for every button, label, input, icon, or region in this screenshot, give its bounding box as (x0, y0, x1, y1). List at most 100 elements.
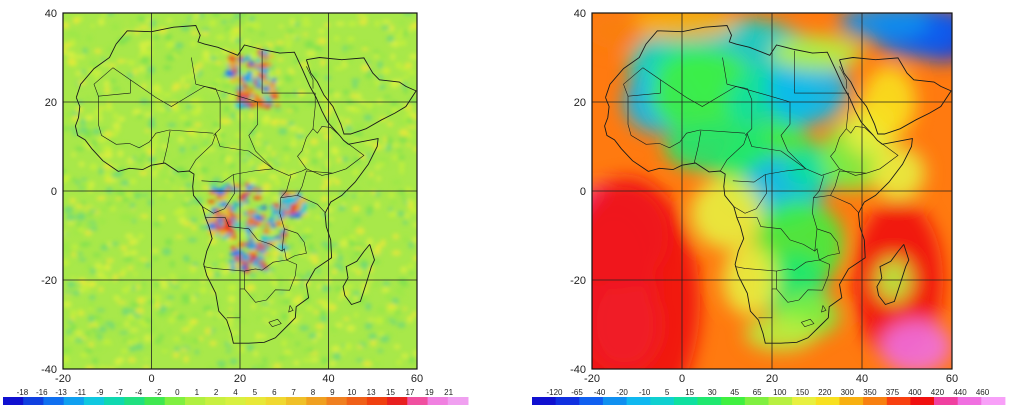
colorbar-swatch (886, 397, 911, 405)
map-frame (62, 12, 418, 370)
country-border (813, 170, 867, 198)
colorbar-label: 9 (330, 388, 335, 397)
colorbar-swatch (83, 397, 105, 405)
colorbar-label: 13 (367, 388, 376, 397)
country-border (830, 128, 899, 176)
colorbar-label: 420 (931, 388, 945, 397)
country-border (830, 195, 859, 213)
colorbar-swatch (957, 397, 982, 405)
colorbar-label: -9 (96, 388, 104, 397)
country-border (268, 318, 282, 328)
colorbar-label: 19 (425, 388, 434, 397)
country-border (733, 174, 767, 214)
country-border (735, 259, 820, 272)
country-border (288, 305, 294, 313)
country-border (195, 83, 307, 176)
y-tick-label: 0 (580, 186, 586, 198)
y-tick-label: -40 (570, 364, 586, 376)
country-border (722, 57, 728, 85)
country-border (312, 93, 340, 136)
colorbar-swatch (366, 397, 388, 405)
country-border (720, 133, 806, 172)
country-border (801, 318, 815, 328)
x-tick-label: 0 (679, 373, 685, 385)
colorbar-label: -7 (116, 388, 124, 397)
colorbar-swatch (602, 397, 627, 405)
country-border (205, 175, 292, 252)
arabia-coastline (839, 57, 952, 135)
colorbar-label: 400 (908, 388, 922, 397)
colorbar-label: 375 (886, 388, 900, 397)
x-tick-label: 60 (411, 373, 423, 385)
colorbar-label: -13 (55, 388, 67, 397)
colorbar-swatch (626, 397, 651, 405)
colorbar-swatch (286, 397, 307, 405)
x-tick-label: 20 (234, 373, 246, 385)
africa-coastline (604, 25, 913, 344)
colorbar-label: -65 (571, 388, 583, 397)
colorbar-swatch (863, 397, 888, 405)
colorbar-label: -18 (17, 388, 29, 397)
colorbar-label: 5 (665, 388, 670, 397)
y-tick-label: 40 (45, 8, 57, 20)
colorbar-swatch (3, 397, 24, 405)
country-border (261, 50, 316, 94)
colorbar-swatch (768, 397, 793, 405)
colorbar-label: 15 (386, 388, 395, 397)
colorbar-swatch (124, 397, 145, 405)
x-tick-label: 60 (946, 373, 958, 385)
country-border (623, 67, 661, 97)
x-tick-label: -20 (584, 373, 600, 385)
colorbar-label: -2 (154, 388, 162, 397)
colorbar: -120 -65 -40 -20 -10 5 15 30 45 65 100 150 220 300 350… (532, 388, 1006, 405)
country-border (244, 259, 297, 303)
colorbar-label: 7 (291, 388, 296, 397)
colorbar-label: 30 (708, 388, 717, 397)
colorbar-label: -40 (594, 388, 606, 397)
colorbar-label: -10 (639, 388, 651, 397)
colorbar-swatch (265, 397, 287, 405)
country-border (794, 50, 849, 94)
map-frame (591, 12, 953, 370)
x-tick-label: -20 (55, 373, 71, 385)
colorbar-label: 6 (272, 388, 277, 397)
colorbar-label: 150 (796, 388, 810, 397)
country-border (776, 259, 830, 303)
country-border (297, 128, 365, 176)
colorbar-swatch (326, 397, 348, 405)
colorbar-label: 65 (753, 388, 762, 397)
colorbar-swatch (185, 397, 206, 405)
country-border (98, 96, 214, 149)
country-border (306, 66, 314, 89)
y-tick-label: 40 (574, 8, 586, 20)
country-border (93, 67, 131, 97)
colorbar-swatch (387, 397, 408, 405)
colorbar-swatch (346, 397, 368, 405)
colorbar-swatch (981, 397, 1006, 405)
colorbar-label: -120 (546, 388, 563, 397)
colorbar-label: 300 (841, 388, 855, 397)
madagascar-coastline (876, 244, 910, 306)
colorbar-swatch (447, 397, 469, 405)
map-panel-left: -20 0 20 40 60 40 20 0 -20 -40 -18 -16 -13 -11 -9 -7 -4-… (0, 0, 505, 405)
madagascar-coastline (342, 244, 375, 306)
colorbar-swatch (63, 397, 85, 405)
y-tick-label: -20 (570, 275, 586, 287)
colorbar-swatch (650, 397, 675, 405)
colorbar-swatch (697, 397, 722, 405)
colorbar-label: 440 (953, 388, 967, 397)
colorbar-label: 5 (253, 388, 258, 397)
graticule (63, 13, 417, 369)
country-border (736, 175, 825, 252)
colorbar-swatch (245, 397, 267, 405)
colorbar-swatch (555, 397, 580, 405)
x-tick-label: 40 (322, 373, 334, 385)
colorbar-label: 21 (444, 388, 453, 397)
country-border (660, 79, 753, 136)
country-border (627, 96, 746, 149)
colorbar: -18 -16 -13 -11 -9 -7 -4 -2 0 1 2 4 5 6 7 8 9 10 13 15 17 19 2… (3, 388, 469, 405)
colorbar-label: 17 (405, 388, 414, 397)
country-border (191, 57, 197, 85)
colorbar-label: 460 (976, 388, 990, 397)
